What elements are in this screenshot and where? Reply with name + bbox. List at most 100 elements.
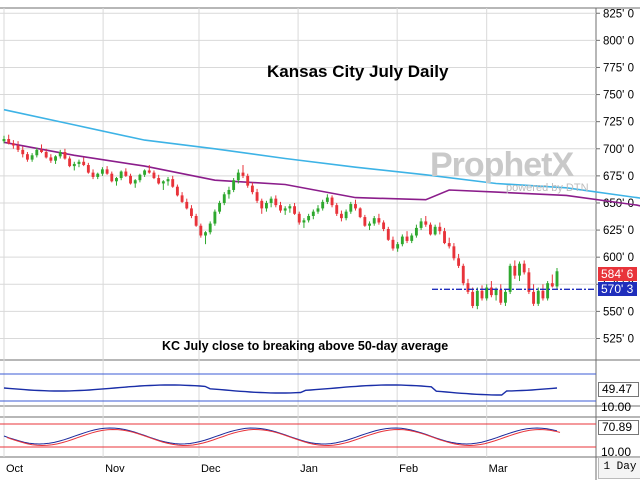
candle-body xyxy=(236,172,240,181)
candle-body xyxy=(410,235,414,241)
candle-body xyxy=(194,215,198,226)
y-tick-label: 775' 0 xyxy=(603,62,634,74)
chart-title: Kansas City July Daily xyxy=(267,62,449,81)
candle-body xyxy=(386,228,390,240)
candle-body xyxy=(485,287,489,299)
candle-body xyxy=(72,163,76,167)
candle-body xyxy=(143,170,147,175)
stoch-value-tag: 70.89 xyxy=(598,420,639,435)
stoch-d-line xyxy=(6,428,561,447)
y-tick-label: 750' 0 xyxy=(603,90,634,102)
candle-body xyxy=(499,289,503,303)
chart-annotation: KC July close to breaking above 50-day a… xyxy=(162,339,449,353)
candle-body xyxy=(190,208,193,216)
candle-body xyxy=(293,206,296,214)
candle-body xyxy=(7,139,11,144)
candle-body xyxy=(246,175,250,186)
candle-body xyxy=(513,265,517,276)
candle-body xyxy=(100,169,104,174)
candle-body xyxy=(40,149,43,153)
candle-body xyxy=(279,205,282,211)
y-tick-label: 825' 0 xyxy=(603,8,634,20)
candle-body xyxy=(86,165,90,173)
candle-body xyxy=(269,198,273,203)
candle-body xyxy=(180,195,184,202)
stoch-k-line xyxy=(3,427,558,445)
candle-body xyxy=(138,174,142,181)
candle-body xyxy=(58,152,62,157)
candle-body xyxy=(255,192,259,201)
candle-body xyxy=(475,290,479,306)
rsi-value-tag: 49.47 xyxy=(598,382,639,397)
candle-body xyxy=(119,171,123,179)
candle-body xyxy=(339,213,343,219)
candle-body xyxy=(443,231,446,244)
candle-body xyxy=(25,154,29,160)
candle-body xyxy=(424,221,428,225)
candle-body xyxy=(21,149,25,155)
candle-body xyxy=(49,157,53,161)
candle-body xyxy=(344,211,348,219)
x-tick-label: Oct xyxy=(6,463,23,475)
y-tick-label: 600' 0 xyxy=(603,252,634,264)
candle-body xyxy=(283,208,287,211)
candle-body xyxy=(124,171,128,176)
candle-body xyxy=(457,258,461,266)
candle-body xyxy=(400,236,404,245)
candle-body xyxy=(480,290,484,299)
candle-body xyxy=(208,223,212,233)
candle-body xyxy=(35,149,39,156)
candle-body xyxy=(115,178,118,182)
candle-body xyxy=(96,173,100,177)
candle-body xyxy=(30,155,34,160)
candle-body xyxy=(405,236,409,241)
candle-body xyxy=(325,197,329,202)
candle-body xyxy=(54,156,57,161)
reference-price-tag: 570' 3 xyxy=(598,282,637,297)
candle-body xyxy=(82,161,86,166)
candle-body xyxy=(288,206,292,209)
y-tick-label: 550' 0 xyxy=(603,306,634,318)
candle-body xyxy=(199,225,203,236)
candle-body xyxy=(11,143,15,146)
candle-body xyxy=(414,227,418,236)
candle-body xyxy=(161,181,165,184)
y-tick-label: 700' 0 xyxy=(603,144,634,156)
candle-body xyxy=(241,172,245,176)
candle-body xyxy=(77,161,81,164)
y-tick-label: 625' 0 xyxy=(603,225,634,237)
candle-body xyxy=(297,213,301,223)
candle-body xyxy=(16,145,20,150)
candle-body xyxy=(321,201,325,209)
candle-body xyxy=(358,208,362,218)
candle-body xyxy=(368,223,371,226)
timeframe-selector[interactable]: 1 Day xyxy=(598,457,640,479)
candle-body xyxy=(316,208,320,212)
y-tick-label: 675' 0 xyxy=(603,171,634,183)
candle-body xyxy=(91,172,95,177)
candle-body xyxy=(372,218,376,224)
candle-body xyxy=(391,239,395,249)
candle-body xyxy=(550,283,554,287)
candle-body xyxy=(274,198,278,206)
series-line xyxy=(3,141,640,207)
candle-body xyxy=(555,271,559,287)
candle-body xyxy=(489,287,493,296)
candle-body xyxy=(250,185,254,193)
candle-body xyxy=(218,202,222,212)
candle-body xyxy=(227,189,231,195)
candle-body xyxy=(152,172,156,179)
candle-body xyxy=(222,194,226,203)
candle-body xyxy=(265,202,268,209)
series-line xyxy=(3,108,640,199)
candle-body xyxy=(471,291,475,306)
candle-body xyxy=(302,220,306,223)
candle-body xyxy=(363,217,367,226)
x-tick-label: Jan xyxy=(300,463,318,475)
x-tick-label: Feb xyxy=(399,463,418,475)
candle-body xyxy=(63,152,67,159)
logo-text: ProphetX xyxy=(430,146,574,184)
candle-body xyxy=(433,226,437,235)
